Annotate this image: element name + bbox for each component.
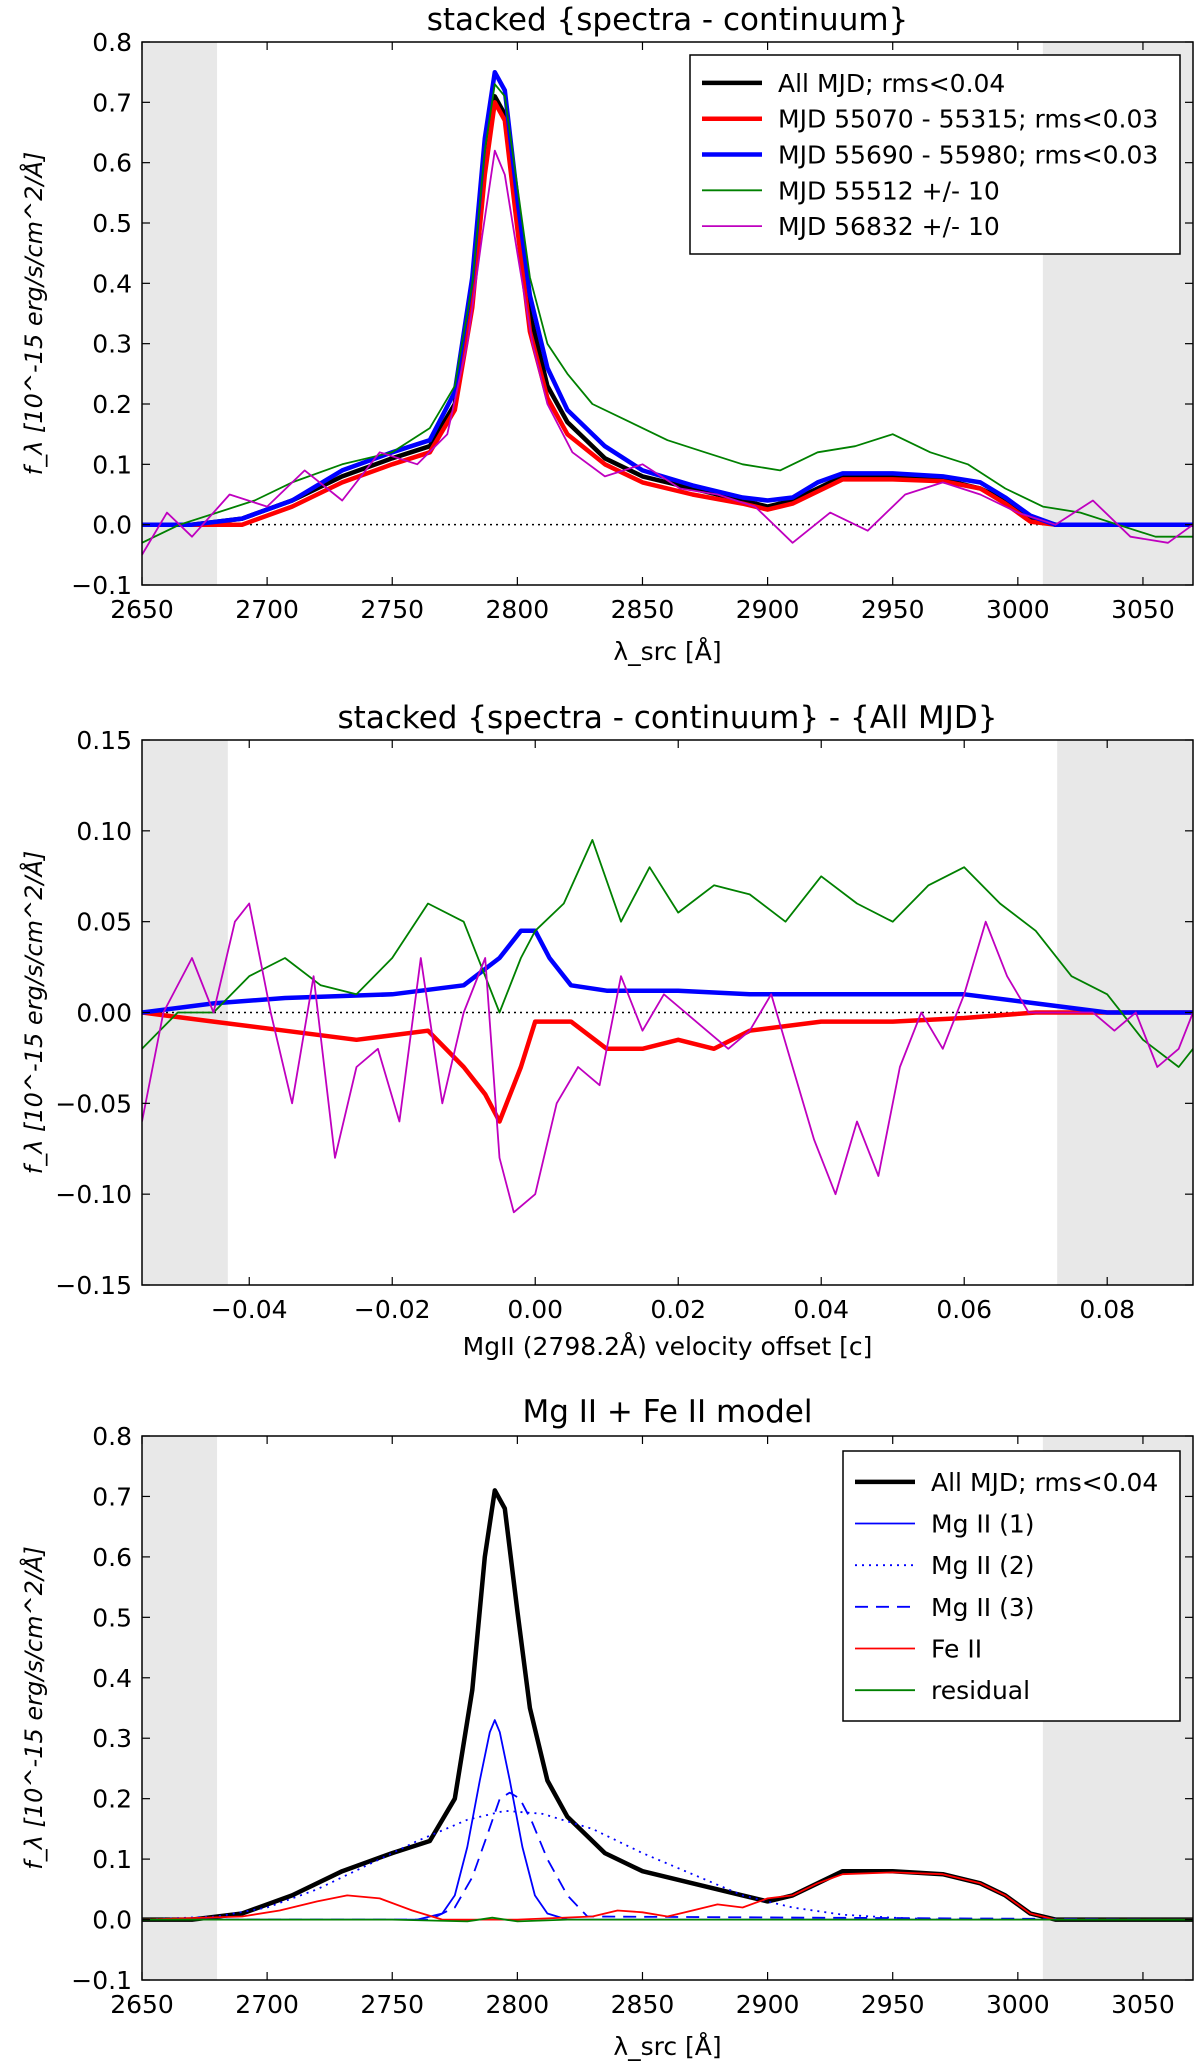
legend: All MJD; rms<0.04 MJD 55070 - 55315; rms<… <box>689 54 1181 255</box>
x-tick-label: 2950 <box>861 595 925 624</box>
y-tick-label: 0.8 <box>92 28 132 57</box>
x-tick-label: 2800 <box>486 595 550 624</box>
x-tick-label: 0.02 <box>650 1295 706 1324</box>
series-line-mjd-55690-55980-rms-0-03 <box>142 69 1193 527</box>
y-tick-label: 0.0 <box>92 511 132 540</box>
y-tick-label: 0.2 <box>92 390 132 419</box>
y-tick-label: −0.10 <box>55 1180 132 1209</box>
series-line-3 <box>142 839 1193 1068</box>
legend-entry: Mg II (3) <box>931 1593 1035 1622</box>
legend-entry: MJD 55070 - 55315; rms<0.03 <box>778 105 1158 134</box>
y-tick-label: 0.3 <box>92 330 132 359</box>
x-tick-label: 2900 <box>736 595 800 624</box>
y-tick-label: −0.1 <box>71 1966 132 1995</box>
legend-entry: All MJD; rms<0.04 <box>931 1468 1158 1497</box>
y-tick-label: 0.4 <box>92 1664 132 1693</box>
x-tick-label: 2850 <box>611 595 675 624</box>
series-line-1 <box>142 1010 1193 1124</box>
legend: All MJD; rms<0.04 Mg II (1) Mg II (2) Mg II… <box>842 1450 1181 1722</box>
legend-entry: Mg II (2) <box>931 1551 1035 1580</box>
y-axis-label: f_λ [10^-15 erg/s/cm^2/Å] <box>19 851 48 1174</box>
x-tick-label: 2700 <box>235 595 299 624</box>
x-tick-label: 3050 <box>1111 1990 1175 2019</box>
x-tick-label: 2950 <box>861 1990 925 2019</box>
series-line-mjd-55512-10 <box>142 83 1193 544</box>
x-tick-label: 2900 <box>736 1990 800 2019</box>
y-tick-label: 0.15 <box>76 726 132 755</box>
y-tick-label: 0.05 <box>76 908 132 937</box>
x-tick-label: 3000 <box>986 595 1050 624</box>
series-line-mg-ii-2 <box>142 1809 1193 1921</box>
legend-box <box>842 1450 1181 1722</box>
x-tick-label: 0.06 <box>936 1295 992 1324</box>
shaded-region <box>142 42 218 585</box>
y-tick-label: 0.6 <box>92 1543 132 1572</box>
y-tick-label: 0.6 <box>92 149 132 178</box>
y-tick-label: −0.1 <box>71 571 132 600</box>
y-tick-label: 0.7 <box>92 1482 132 1511</box>
y-tick-label: 0.8 <box>92 1422 132 1451</box>
x-tick-label: 0.08 <box>1079 1295 1135 1324</box>
chart-title: stacked {spectra - continuum} <box>427 2 909 38</box>
plot-frame <box>141 1435 1194 1981</box>
shaded-region <box>142 1436 218 1980</box>
legend-entry: Fe II <box>931 1635 982 1664</box>
y-axis-label: f_λ [10^-15 erg/s/cm^2/Å] <box>19 152 48 475</box>
x-axis-label: λ_src [Å] <box>613 637 721 666</box>
x-tick-label: 2850 <box>611 1990 675 2019</box>
legend-box <box>689 54 1181 255</box>
y-tick-label: 0.7 <box>92 88 132 117</box>
x-tick-label: 2650 <box>110 1990 174 2019</box>
x-tick-label: 2700 <box>235 1990 299 2019</box>
legend-entry: Mg II (1) <box>931 1510 1035 1539</box>
x-tick-label: 3000 <box>986 1990 1050 2019</box>
x-axis-label: λ_src [Å] <box>613 2032 721 2061</box>
y-tick-label: 0.1 <box>92 1845 132 1874</box>
series-line-mg-ii-3 <box>142 1791 1193 1921</box>
legend-entry: MJD 56832 +/- 10 <box>778 212 1000 241</box>
y-tick-label: 0.0 <box>92 1906 132 1935</box>
y-tick-label: −0.15 <box>55 1271 132 1300</box>
x-tick-label: −0.04 <box>211 1295 288 1324</box>
x-tick-label: 3050 <box>1111 595 1175 624</box>
legend-entry: residual <box>931 1676 1030 1705</box>
legend-entry: MJD 55512 +/- 10 <box>778 176 1000 205</box>
chart-panel-1: 2650 2700 2750 2800 2850 2900 2950 3000 3050 −0.1… <box>19 2 1194 666</box>
series-line-4 <box>142 902 1193 1214</box>
y-tick-label: 0.00 <box>76 999 132 1028</box>
series-line-residual <box>142 1916 1193 1923</box>
y-tick-label: 0.3 <box>92 1724 132 1753</box>
series-group <box>142 1488 1193 1923</box>
y-tick-label: 0.4 <box>92 269 132 298</box>
x-tick-label: −0.02 <box>354 1295 431 1324</box>
chart-panel-2: −0.04 −0.02 0.00 0.02 0.04 0.06 0.08 −0.15 −0.10… <box>19 700 1194 1361</box>
y-tick-label: 0.5 <box>92 1603 132 1632</box>
y-tick-label: −0.05 <box>55 1089 132 1118</box>
y-tick-label: 0.2 <box>92 1785 132 1814</box>
y-tick-label: 0.1 <box>92 450 132 479</box>
x-axis-label: MgII (2798.2Å) velocity offset [c] <box>463 1332 873 1361</box>
chart-title: Mg II + Fe II model <box>523 1394 813 1430</box>
legend-entry: All MJD; rms<0.04 <box>778 69 1005 98</box>
y-axis-label: f_λ [10^-15 erg/s/cm^2/Å] <box>19 1546 48 1869</box>
series-line-mg-ii-1 <box>142 1719 1193 1921</box>
x-tick-label: 0.04 <box>793 1295 849 1324</box>
series-group <box>142 69 1193 556</box>
x-tick-label: 0.00 <box>507 1295 563 1324</box>
x-tick-label: 2800 <box>486 1990 550 2019</box>
series-line-mjd-56832-10 <box>142 149 1193 556</box>
plot-frame <box>141 41 1194 586</box>
y-tick-label: 0.5 <box>92 209 132 238</box>
series-line-fe-ii <box>142 1871 1193 1921</box>
legend-entry: MJD 55690 - 55980; rms<0.03 <box>778 141 1158 170</box>
y-tick-label: 0.10 <box>76 817 132 846</box>
x-tick-label: 2650 <box>110 595 174 624</box>
x-tick-label: 2750 <box>360 1990 424 2019</box>
chart-title: stacked {spectra - continuum} - {All MJD… <box>338 700 998 736</box>
series-line-2 <box>142 928 1193 1015</box>
chart-panel-3: 2650 2700 2750 2800 2850 2900 2950 3000 3050 −0.1… <box>19 1394 1194 2061</box>
x-tick-label: 2750 <box>360 595 424 624</box>
series-group <box>142 839 1193 1214</box>
